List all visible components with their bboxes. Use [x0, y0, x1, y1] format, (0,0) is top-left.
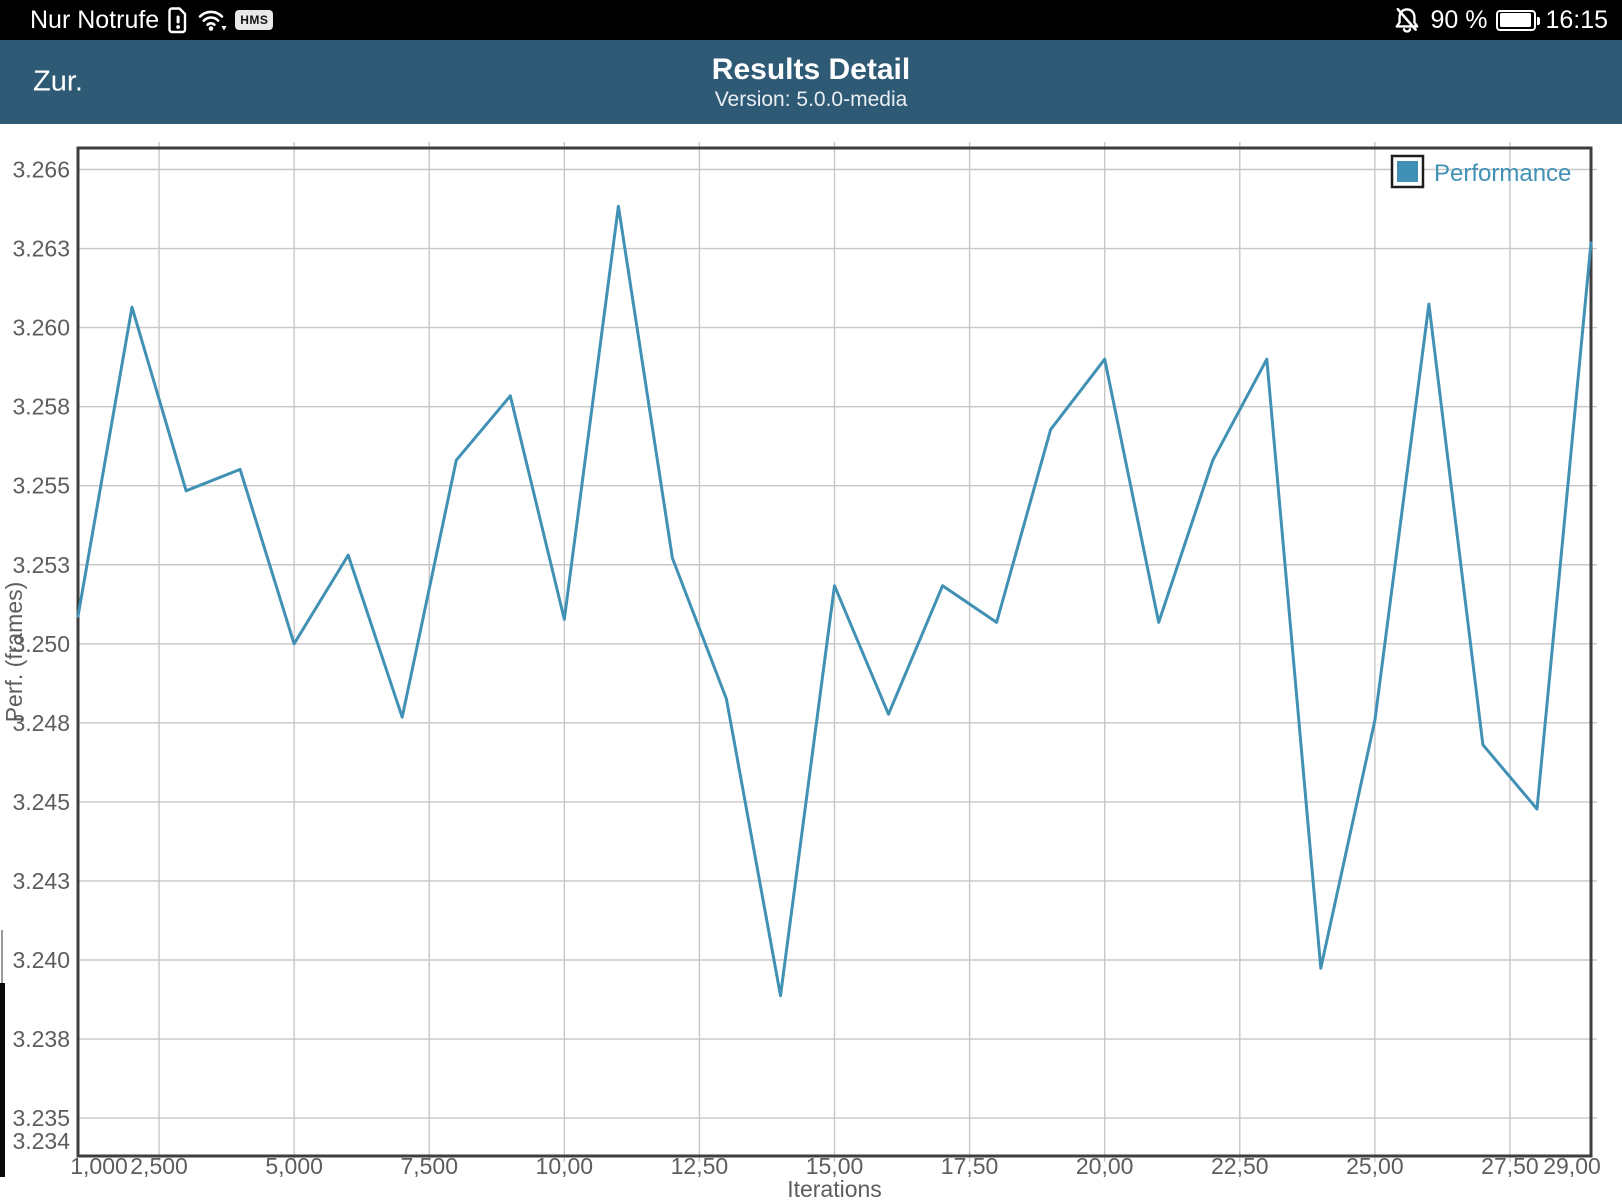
y-tick-label: 3.240 — [12, 947, 70, 973]
performance-line — [76, 204, 1593, 998]
x-axis-title: Iterations — [787, 1176, 882, 1200]
status-bar-left: Nur Notrufe HMS — [0, 5, 274, 35]
status-bar: Nur Notrufe HMS — [0, 0, 1622, 40]
status-bar-right: 90 % 16:15 — [1393, 6, 1622, 35]
y-tick-label: 3.263 — [12, 236, 70, 262]
notifications-off-icon — [1393, 6, 1421, 34]
back-button[interactable]: Zur. — [33, 65, 83, 98]
carrier-label: Nur Notrufe — [30, 5, 160, 34]
screen-edge-hairline — [1, 930, 3, 983]
battery-percent-label: 90 % — [1430, 5, 1488, 34]
legend-swatch — [1397, 161, 1418, 182]
y-tick-label: 3.245 — [12, 789, 70, 815]
plot-border — [76, 146, 1593, 1158]
y-tick-label: 3.235 — [12, 1105, 70, 1131]
screen-edge-artifact — [0, 983, 5, 1177]
battery-fill — [1499, 13, 1531, 27]
wifi-icon — [197, 6, 227, 34]
y-tick-label: 3.260 — [12, 315, 70, 341]
performance-chart[interactable]: 3.266 3.263 3.260 3.258 3.255 3.253 3.250 3.248… — [0, 124, 1622, 1200]
page-title: Results Detail — [711, 52, 911, 86]
legend-label: Performance — [1434, 160, 1571, 187]
app-header: Zur. Results Detail Version: 5.0.0-media — [0, 40, 1622, 124]
battery-icon — [1496, 9, 1541, 31]
y-tick-label: 3.250 — [12, 631, 70, 657]
y-axis-bottom-label: 3.234 — [12, 1128, 70, 1154]
y-tick-label: 3.255 — [12, 473, 70, 499]
y-tick-label: 3.258 — [12, 394, 70, 420]
y-tick-label: 3.248 — [12, 710, 70, 736]
clock-label: 16:15 — [1545, 5, 1608, 34]
version-subtitle: Version: 5.0.0-media — [714, 87, 908, 111]
y-tick-label: 3.238 — [12, 1026, 70, 1052]
y-tick-label: 3.266 — [12, 157, 70, 183]
sim-alert-icon — [167, 6, 189, 34]
results-chart[interactable]: 3.266 3.263 3.260 3.258 3.255 3.253 3.250 3.248… — [0, 124, 1622, 1200]
y-tick-label: 3.253 — [12, 552, 70, 578]
header-center: Results Detail Version: 5.0.0-media — [0, 40, 1622, 124]
hms-badge: HMS — [235, 10, 274, 30]
y-tick-label: 3.243 — [12, 868, 70, 894]
battery-tip — [1536, 16, 1541, 25]
y-axis-title: Perf. (frames) — [1, 582, 27, 723]
